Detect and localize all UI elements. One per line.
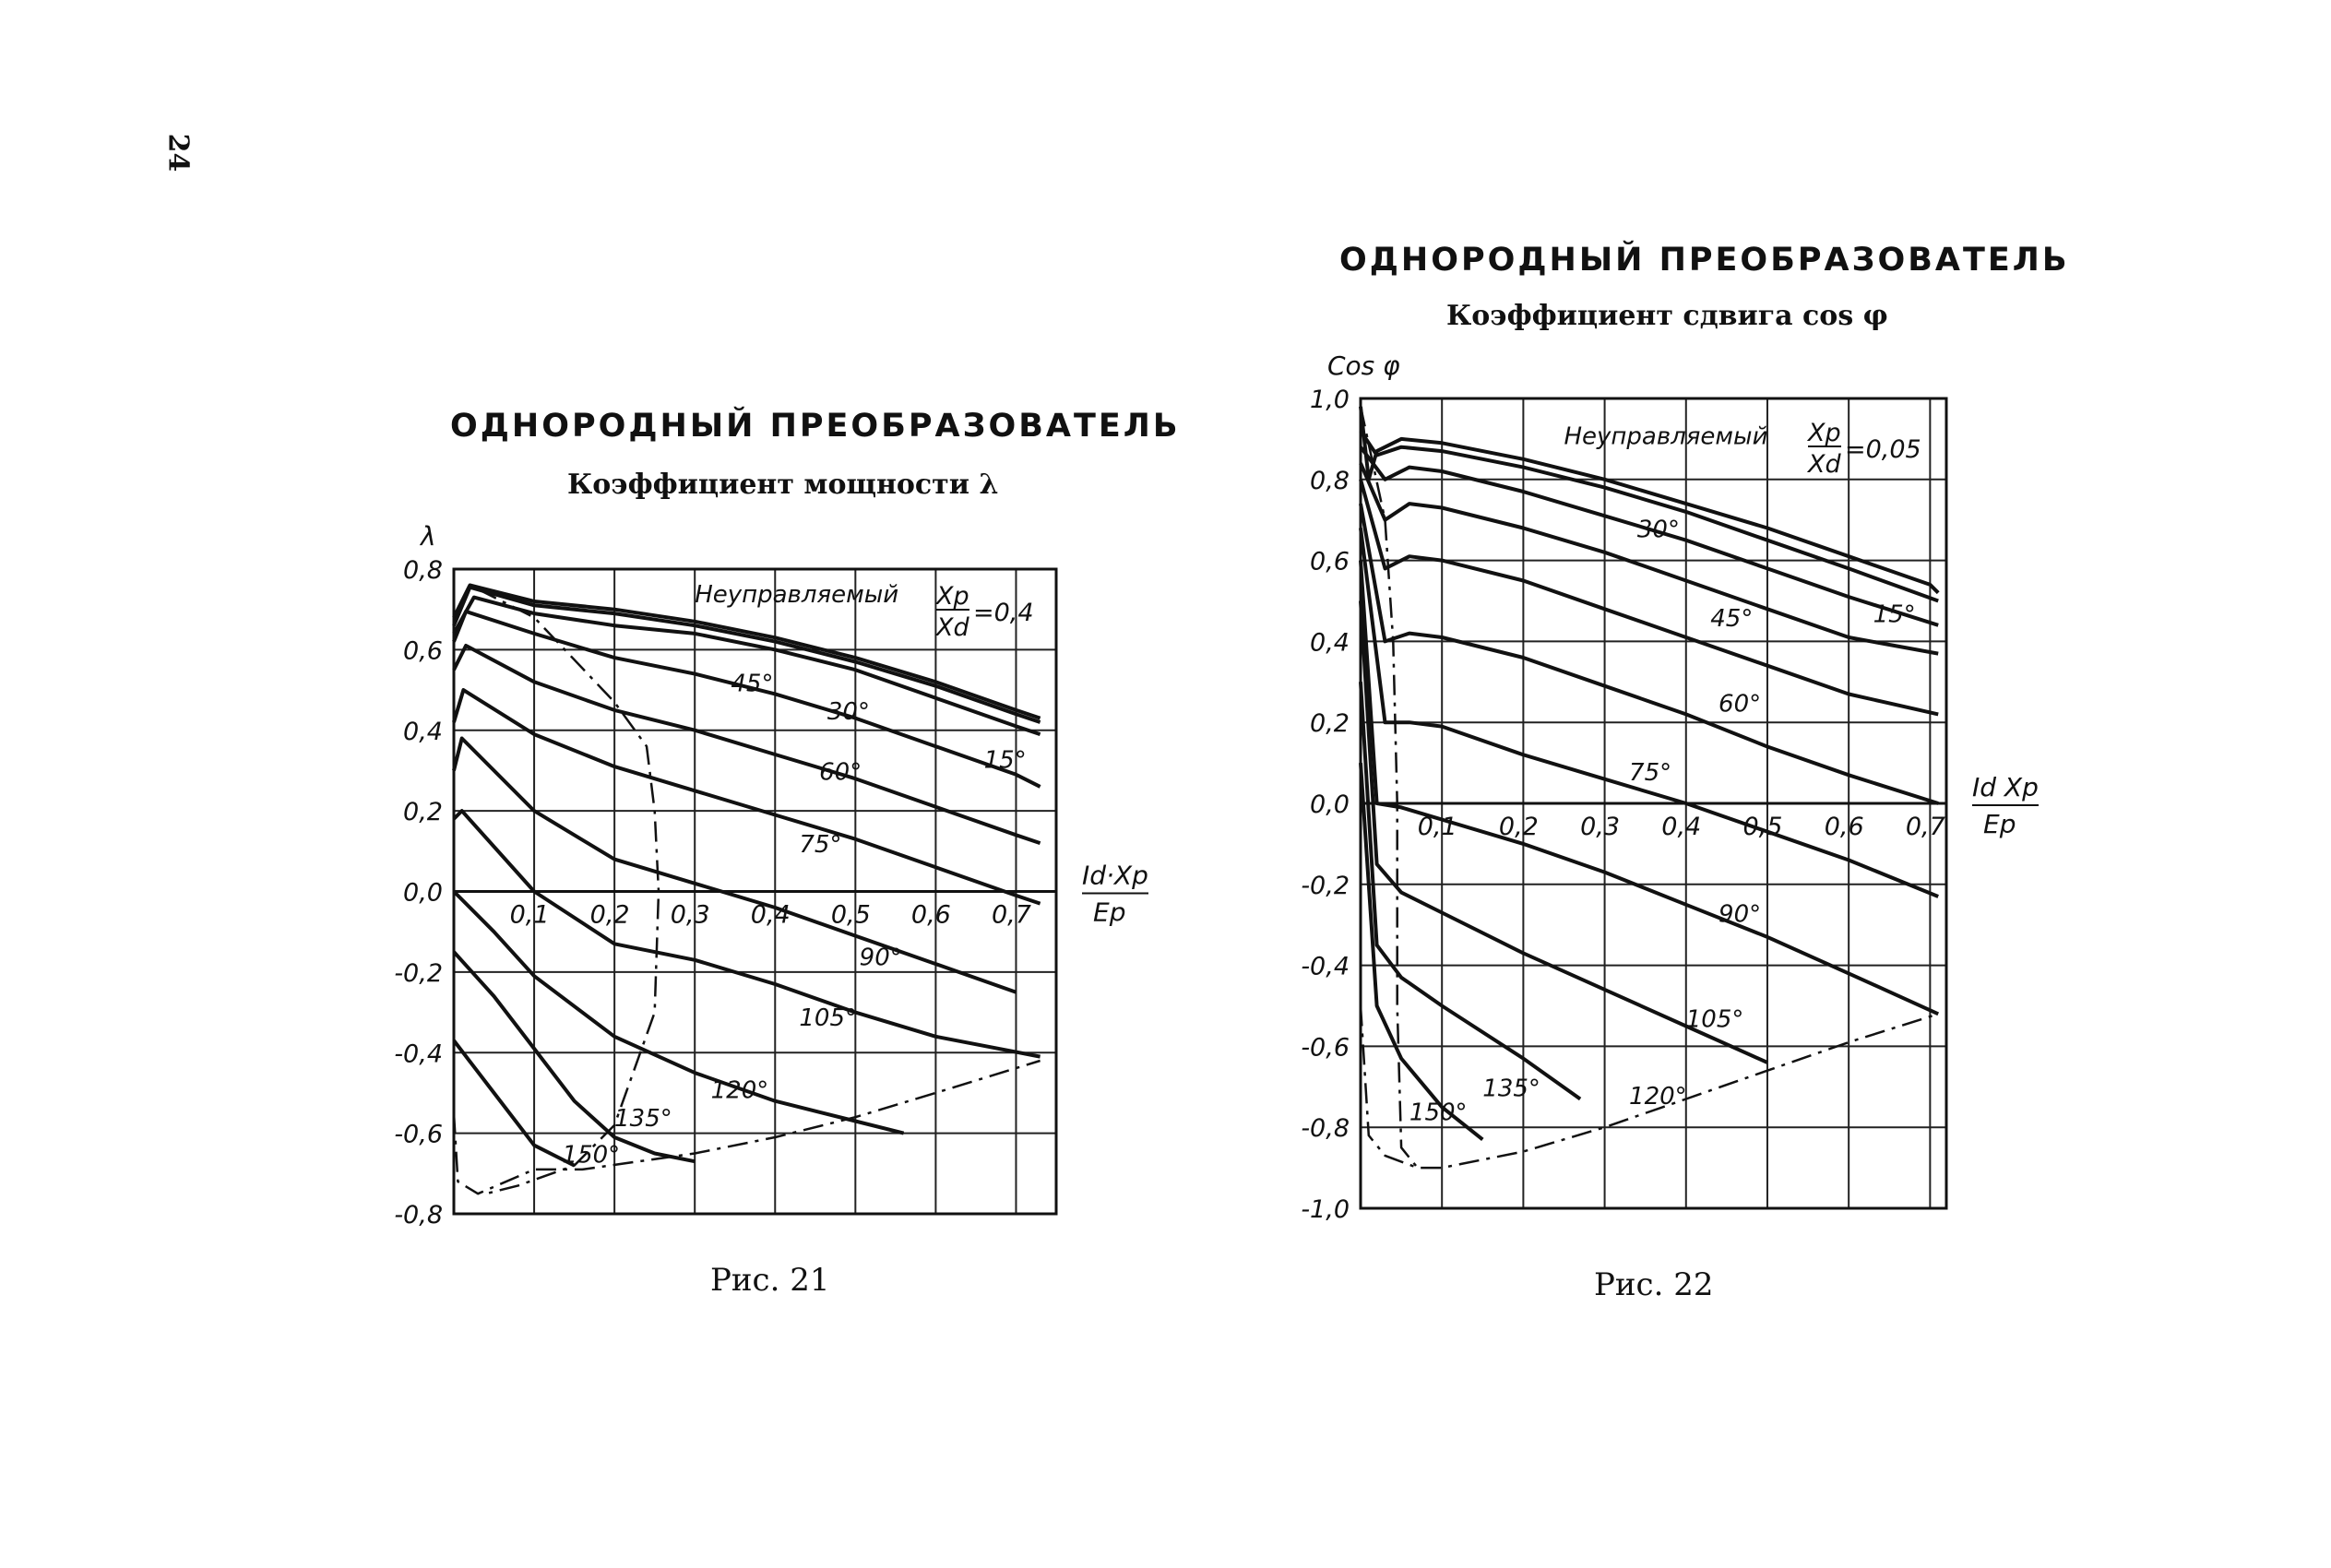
fig21-series-7-line	[452, 809, 1041, 1059]
fig21-ytick-label-7: -0,6	[394, 1121, 443, 1149]
fig21-ytick-label-4: 0,0	[403, 879, 443, 908]
fig21-series-label-6: 90°	[860, 944, 902, 971]
fig21-series-10-line	[452, 1039, 576, 1168]
fig21-xtick-label-2: 0,3	[671, 901, 710, 930]
fig21-series-6-line	[452, 736, 1017, 994]
fig21-series-3-line	[452, 609, 1041, 789]
fig21-series-label-5: 75°	[799, 831, 841, 859]
fig21-series-label-9: 135°	[614, 1105, 672, 1133]
fig21-series-11-boundary	[452, 1059, 1041, 1195]
fig22-caption: Рис. 22	[1594, 1266, 1714, 1303]
fig21-title: ОДНОРОДНЫЙ ПРЕОБРАЗОВАТЕЛЬ	[450, 408, 1181, 445]
fig21-caption: Рис. 21	[710, 1262, 830, 1299]
fig21-ytick-label-8: -0,8	[394, 1201, 443, 1229]
fig21-series-12-boundary	[477, 588, 660, 1195]
fig21-xtick-label-4: 0,5	[831, 901, 871, 930]
fig21-ytick-label-2: 0,4	[403, 718, 443, 746]
fig21-series-label-4: 60°	[819, 758, 862, 786]
fig21-ytick-label-0: 0,8	[403, 556, 443, 585]
fig21-ylabel: λ	[419, 521, 436, 552]
fig21-series-0-line	[452, 583, 1041, 720]
fig21-ytick-label-6: -0,4	[394, 1039, 443, 1068]
fig21-xlabel-den: Ep	[1093, 897, 1125, 928]
fig21-param-num: Xp	[934, 582, 969, 611]
fig21-xtick-label-6: 0,7	[992, 901, 1031, 930]
fig21-xtick-label-1: 0,2	[590, 901, 630, 930]
fig21-series-8-line	[452, 890, 905, 1135]
fig21-param-den: Xd	[934, 613, 969, 642]
fig21-series-label-0: Неуправляемый	[695, 581, 898, 609]
fig21-series-label-3: 45°	[731, 670, 773, 697]
fig21-ytick-label-1: 0,6	[403, 636, 443, 665]
fig22-subtitle: Коэффициент сдвига cos φ	[1446, 300, 1888, 332]
fig21-series-2-line	[452, 595, 1041, 736]
fig21-param-value: =0,4	[973, 599, 1034, 627]
fig21-ytick-label-5: -0,2	[394, 959, 443, 988]
fig21-series-4-line	[452, 644, 1041, 845]
fig21-ytick-label-3: 0,2	[403, 798, 443, 826]
fig21-xlabel-num: Id·Xp	[1082, 861, 1148, 891]
fig21-xtick-label-0: 0,1	[510, 901, 550, 930]
fig21-series-5-line	[452, 688, 1041, 906]
fig21-series-label-10: 150°	[563, 1141, 621, 1169]
fig22-title: ОДНОРОДНЫЙ ПРЕОБРАЗОВАТЕЛЬ	[1339, 242, 2070, 279]
fig21-xtick-label-5: 0,6	[911, 901, 951, 930]
fig21-series-1-line	[452, 585, 1041, 724]
fig21-series-9-line	[452, 950, 696, 1164]
fig21-subtitle: Коэффициент мощности λ	[567, 469, 999, 501]
fig21-series-label-8: 120°	[711, 1077, 769, 1105]
fig21-series-label-7: 105°	[799, 1004, 857, 1032]
